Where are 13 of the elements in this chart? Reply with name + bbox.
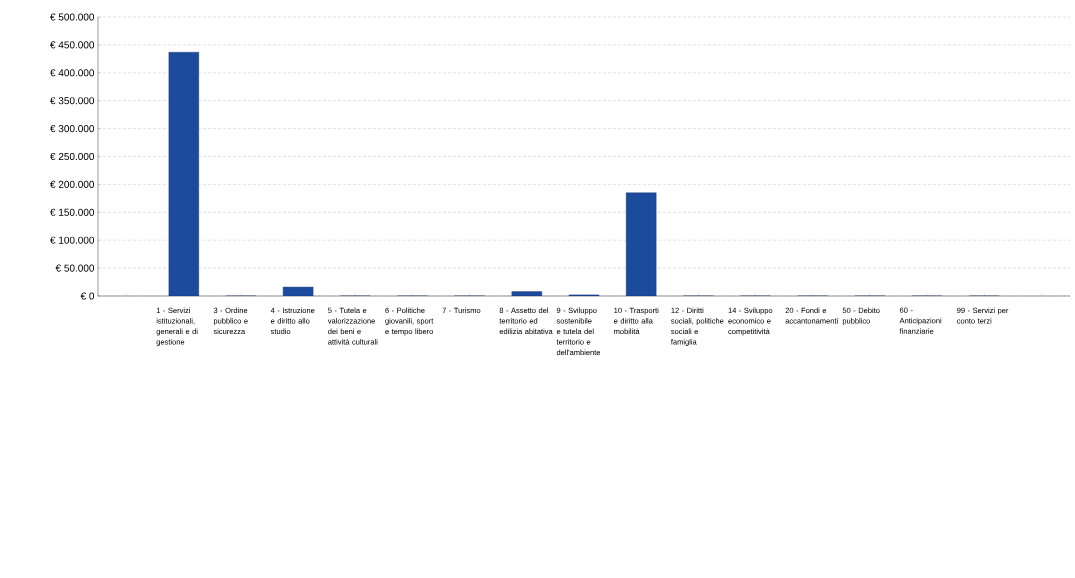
bar <box>168 51 199 296</box>
y-tick-label: € 250.000 <box>50 152 95 161</box>
y-tick-label: € 150.000 <box>50 208 95 216</box>
y-tick-label: € 450.000 <box>50 41 95 49</box>
y-tick-label: € 400.000 <box>50 69 95 77</box>
y-tick-label: € 300.000 <box>50 125 95 133</box>
y-tick-label: € 50.000 <box>55 264 95 272</box>
y-tick-label: € 200.000 <box>50 180 95 188</box>
y-tick-label: € 500.000 <box>50 13 95 21</box>
y-tick-label: € 0 <box>80 292 95 300</box>
y-tick-label: € 350.000 <box>50 97 95 105</box>
bar <box>625 192 657 296</box>
y-tick-label: € 100.000 <box>50 236 95 244</box>
